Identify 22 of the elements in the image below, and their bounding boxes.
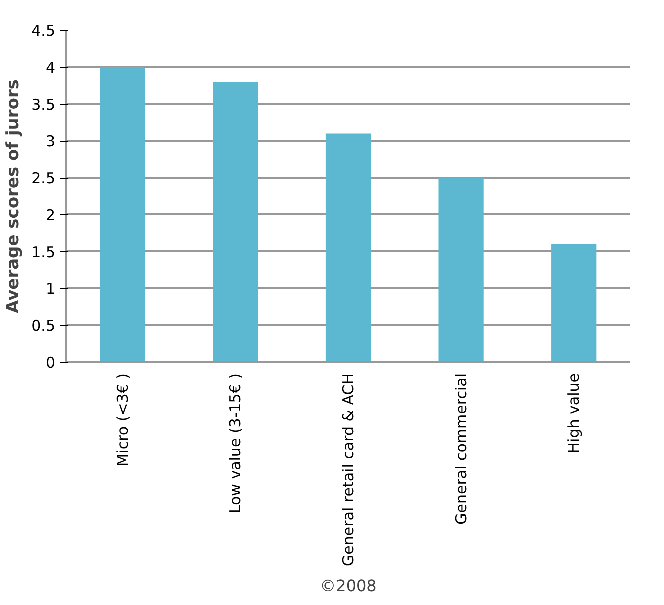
bar	[552, 244, 597, 362]
bar	[100, 67, 146, 362]
y-tick-label: 1.5	[32, 243, 56, 262]
y-tick-label: 0	[46, 354, 56, 372]
x-tick-label: General commercial	[452, 373, 470, 525]
y-tick-label: 2	[46, 206, 56, 224]
y-tick-label: 0.5	[32, 317, 56, 336]
x-tick-label: Micro (<3€ )	[114, 373, 132, 467]
x-tick-label: High value	[565, 373, 584, 454]
bar	[213, 82, 258, 362]
x-tick-label: Low value (3-15€ )	[226, 373, 245, 514]
y-tick-label: 4.5	[32, 22, 56, 40]
y-tick-label: 1	[46, 280, 56, 298]
y-tick-label: 2.5	[32, 170, 56, 188]
x-tick-label: General retail card & ACH	[340, 373, 358, 566]
y-tick-label: 4	[46, 58, 56, 77]
text: ©2008	[320, 576, 377, 596]
bar	[438, 178, 484, 362]
bar	[326, 134, 372, 362]
y-tick-label: 3	[46, 132, 56, 151]
y-tick-label: 3.5	[32, 96, 56, 114]
y-axis-title: Average scores of jurors	[4, 80, 24, 314]
